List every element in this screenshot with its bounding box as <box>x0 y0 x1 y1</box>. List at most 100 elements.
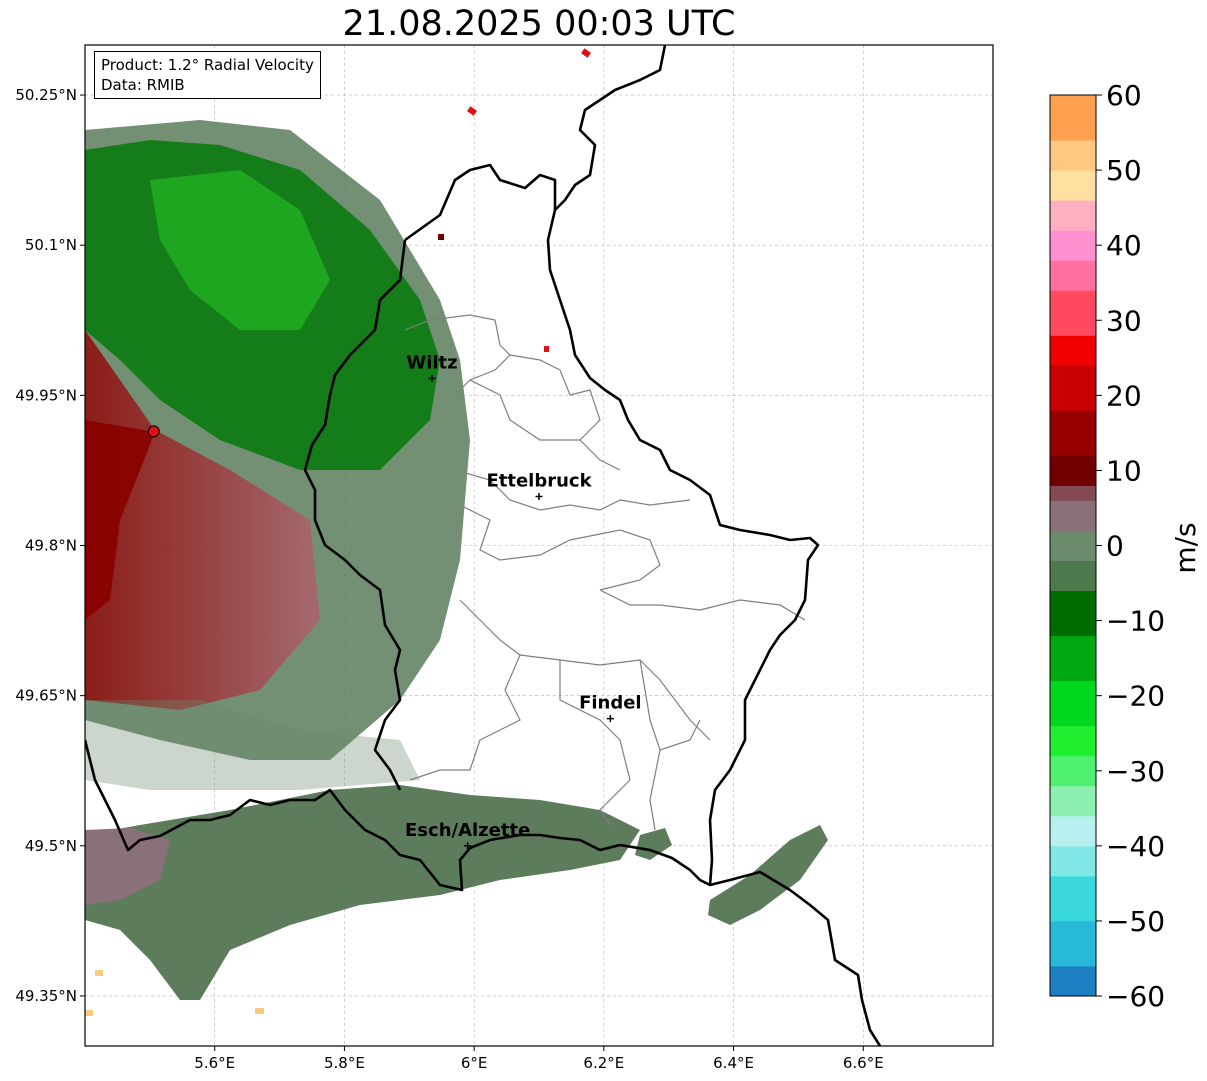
x-tick-label: 6.6°E <box>843 1054 884 1072</box>
colorbar-segment <box>1050 455 1096 486</box>
colorbar-tick-label: 0 <box>1106 530 1124 563</box>
canton-line <box>454 469 691 511</box>
colorbar-segment <box>1050 95 1096 141</box>
colorbar-segment <box>1050 920 1096 967</box>
x-axis: 5.6°E 5.8°E 6°E 6.2°E 6.4°E 6.6°E <box>194 1046 884 1072</box>
city-esch-alzette: Esch/Alzette <box>405 820 530 850</box>
x-tick-label: 6.4°E <box>713 1054 754 1072</box>
colorbar-label: m/s <box>1169 522 1202 573</box>
border-luxembourg <box>85 163 820 892</box>
colorbar-tick-label: −10 <box>1106 605 1165 638</box>
city-label: Wiltz <box>406 352 457 373</box>
y-tick-label: 49.65°N <box>15 687 77 705</box>
country-borders <box>85 45 882 1046</box>
echo-pixel <box>467 106 477 116</box>
city-wiltz: Wiltz <box>406 352 458 382</box>
colorbar-segment <box>1050 365 1096 411</box>
colorbar-segment <box>1050 140 1096 171</box>
echo-south-band-red <box>85 828 170 905</box>
colorbar-segment <box>1050 230 1096 261</box>
echo-pixel <box>255 1008 264 1014</box>
echo-pixel <box>581 48 591 58</box>
y-tick-label: 50.1°N <box>25 236 77 254</box>
colorbar-segment <box>1050 785 1096 817</box>
echo-grey-red-sector <box>85 330 320 710</box>
colorbar-segment <box>1050 290 1096 336</box>
colorbar-tick-label: −40 <box>1106 830 1165 863</box>
city-marker <box>535 492 543 500</box>
source-text: Data: RMIB <box>101 76 185 94</box>
x-tick-label: 5.6°E <box>194 1054 235 1072</box>
colorbar-segment <box>1050 755 1096 787</box>
canton-line <box>649 749 661 831</box>
canton-line <box>459 504 661 591</box>
colorbar-tick-label: −20 <box>1106 680 1165 713</box>
y-tick-label: 49.35°N <box>15 987 77 1005</box>
echo-dark-red-core <box>85 420 155 620</box>
colorbar-segment <box>1050 335 1096 366</box>
colorbar-segment <box>1050 560 1096 592</box>
colorbar-segment <box>1050 590 1096 637</box>
colorbar-segment <box>1050 965 1096 997</box>
y-tick-label: 50.25°N <box>15 86 77 104</box>
city-marker <box>606 715 614 723</box>
colorbar-tick-label: 20 <box>1106 379 1142 412</box>
radar-site-marker <box>147 425 160 438</box>
city-marker <box>464 842 472 850</box>
city-label: Findel <box>579 693 642 714</box>
info-box: Product: 1.2° Radial Velocity Data: RMIB <box>94 51 321 99</box>
colorbar-segment <box>1050 680 1096 727</box>
city-findel: Findel <box>579 693 642 723</box>
canton-line <box>469 379 580 441</box>
y-tick-label: 49.95°N <box>15 386 77 404</box>
colorbar: 60 50 40 30 20 10 0 −10 −20 −30 −40 −50 −60 <box>1049 79 1165 1013</box>
border-germany-north <box>554 45 667 211</box>
canton-line <box>404 314 511 396</box>
echo-east-band <box>708 825 828 925</box>
y-tick-label: 49.5°N <box>25 837 77 855</box>
colorbar-tick-label: −60 <box>1106 980 1165 1013</box>
canton-line <box>509 354 621 471</box>
colorbar-tick-label: −50 <box>1106 905 1165 938</box>
colorbar-segment <box>1050 845 1096 877</box>
canton-line <box>409 654 521 781</box>
border-france-east <box>709 870 882 1046</box>
echo-bright-green-streaks <box>150 170 330 330</box>
x-tick-label: 6°E <box>461 1054 488 1072</box>
product-text: Product: 1.2° Radial Velocity <box>101 56 314 74</box>
colorbar-segment <box>1050 725 1096 757</box>
city-labels: Wiltz Ettelbruck Findel Esch/Alzette <box>405 352 642 850</box>
canton-line <box>459 599 711 741</box>
echo-pixel <box>544 346 549 352</box>
y-tick-label: 49.8°N <box>25 537 77 555</box>
colorbar-tick-label: 60 <box>1106 79 1142 112</box>
city-label: Ettelbruck <box>486 470 592 491</box>
colorbar-segment <box>1050 875 1096 922</box>
colorbar-tick-label: 50 <box>1106 154 1142 187</box>
colorbar-segment <box>1050 815 1096 847</box>
x-tick-label: 6.2°E <box>583 1054 624 1072</box>
colorbar-tick-label: 30 <box>1106 304 1142 337</box>
colorbar-segment <box>1050 410 1096 456</box>
city-ettelbruck: Ettelbruck <box>486 470 593 500</box>
border-west <box>303 239 407 791</box>
city-marker <box>428 374 436 382</box>
colorbar-segment <box>1050 500 1096 531</box>
echo-pixel <box>438 234 444 240</box>
map-title: 21.08.2025 00:03 UTC <box>342 4 736 44</box>
colorbar-tick-label: 40 <box>1106 229 1142 262</box>
colorbar-segment <box>1050 200 1096 231</box>
canton-line <box>599 589 806 621</box>
colorbar-tick-label: 10 <box>1106 454 1142 487</box>
echo-speckle-zone <box>85 700 420 790</box>
canton-line <box>559 660 631 826</box>
colorbar-tick-label: −30 <box>1106 755 1165 788</box>
colorbar-segment <box>1050 260 1096 291</box>
x-tick-label: 5.8°E <box>324 1054 365 1072</box>
canton-boundaries <box>404 314 806 831</box>
city-label: Esch/Alzette <box>405 820 530 841</box>
colorbar-segment <box>1050 530 1096 562</box>
colorbar-segment <box>1050 635 1096 682</box>
colorbar-segment <box>1050 170 1096 201</box>
